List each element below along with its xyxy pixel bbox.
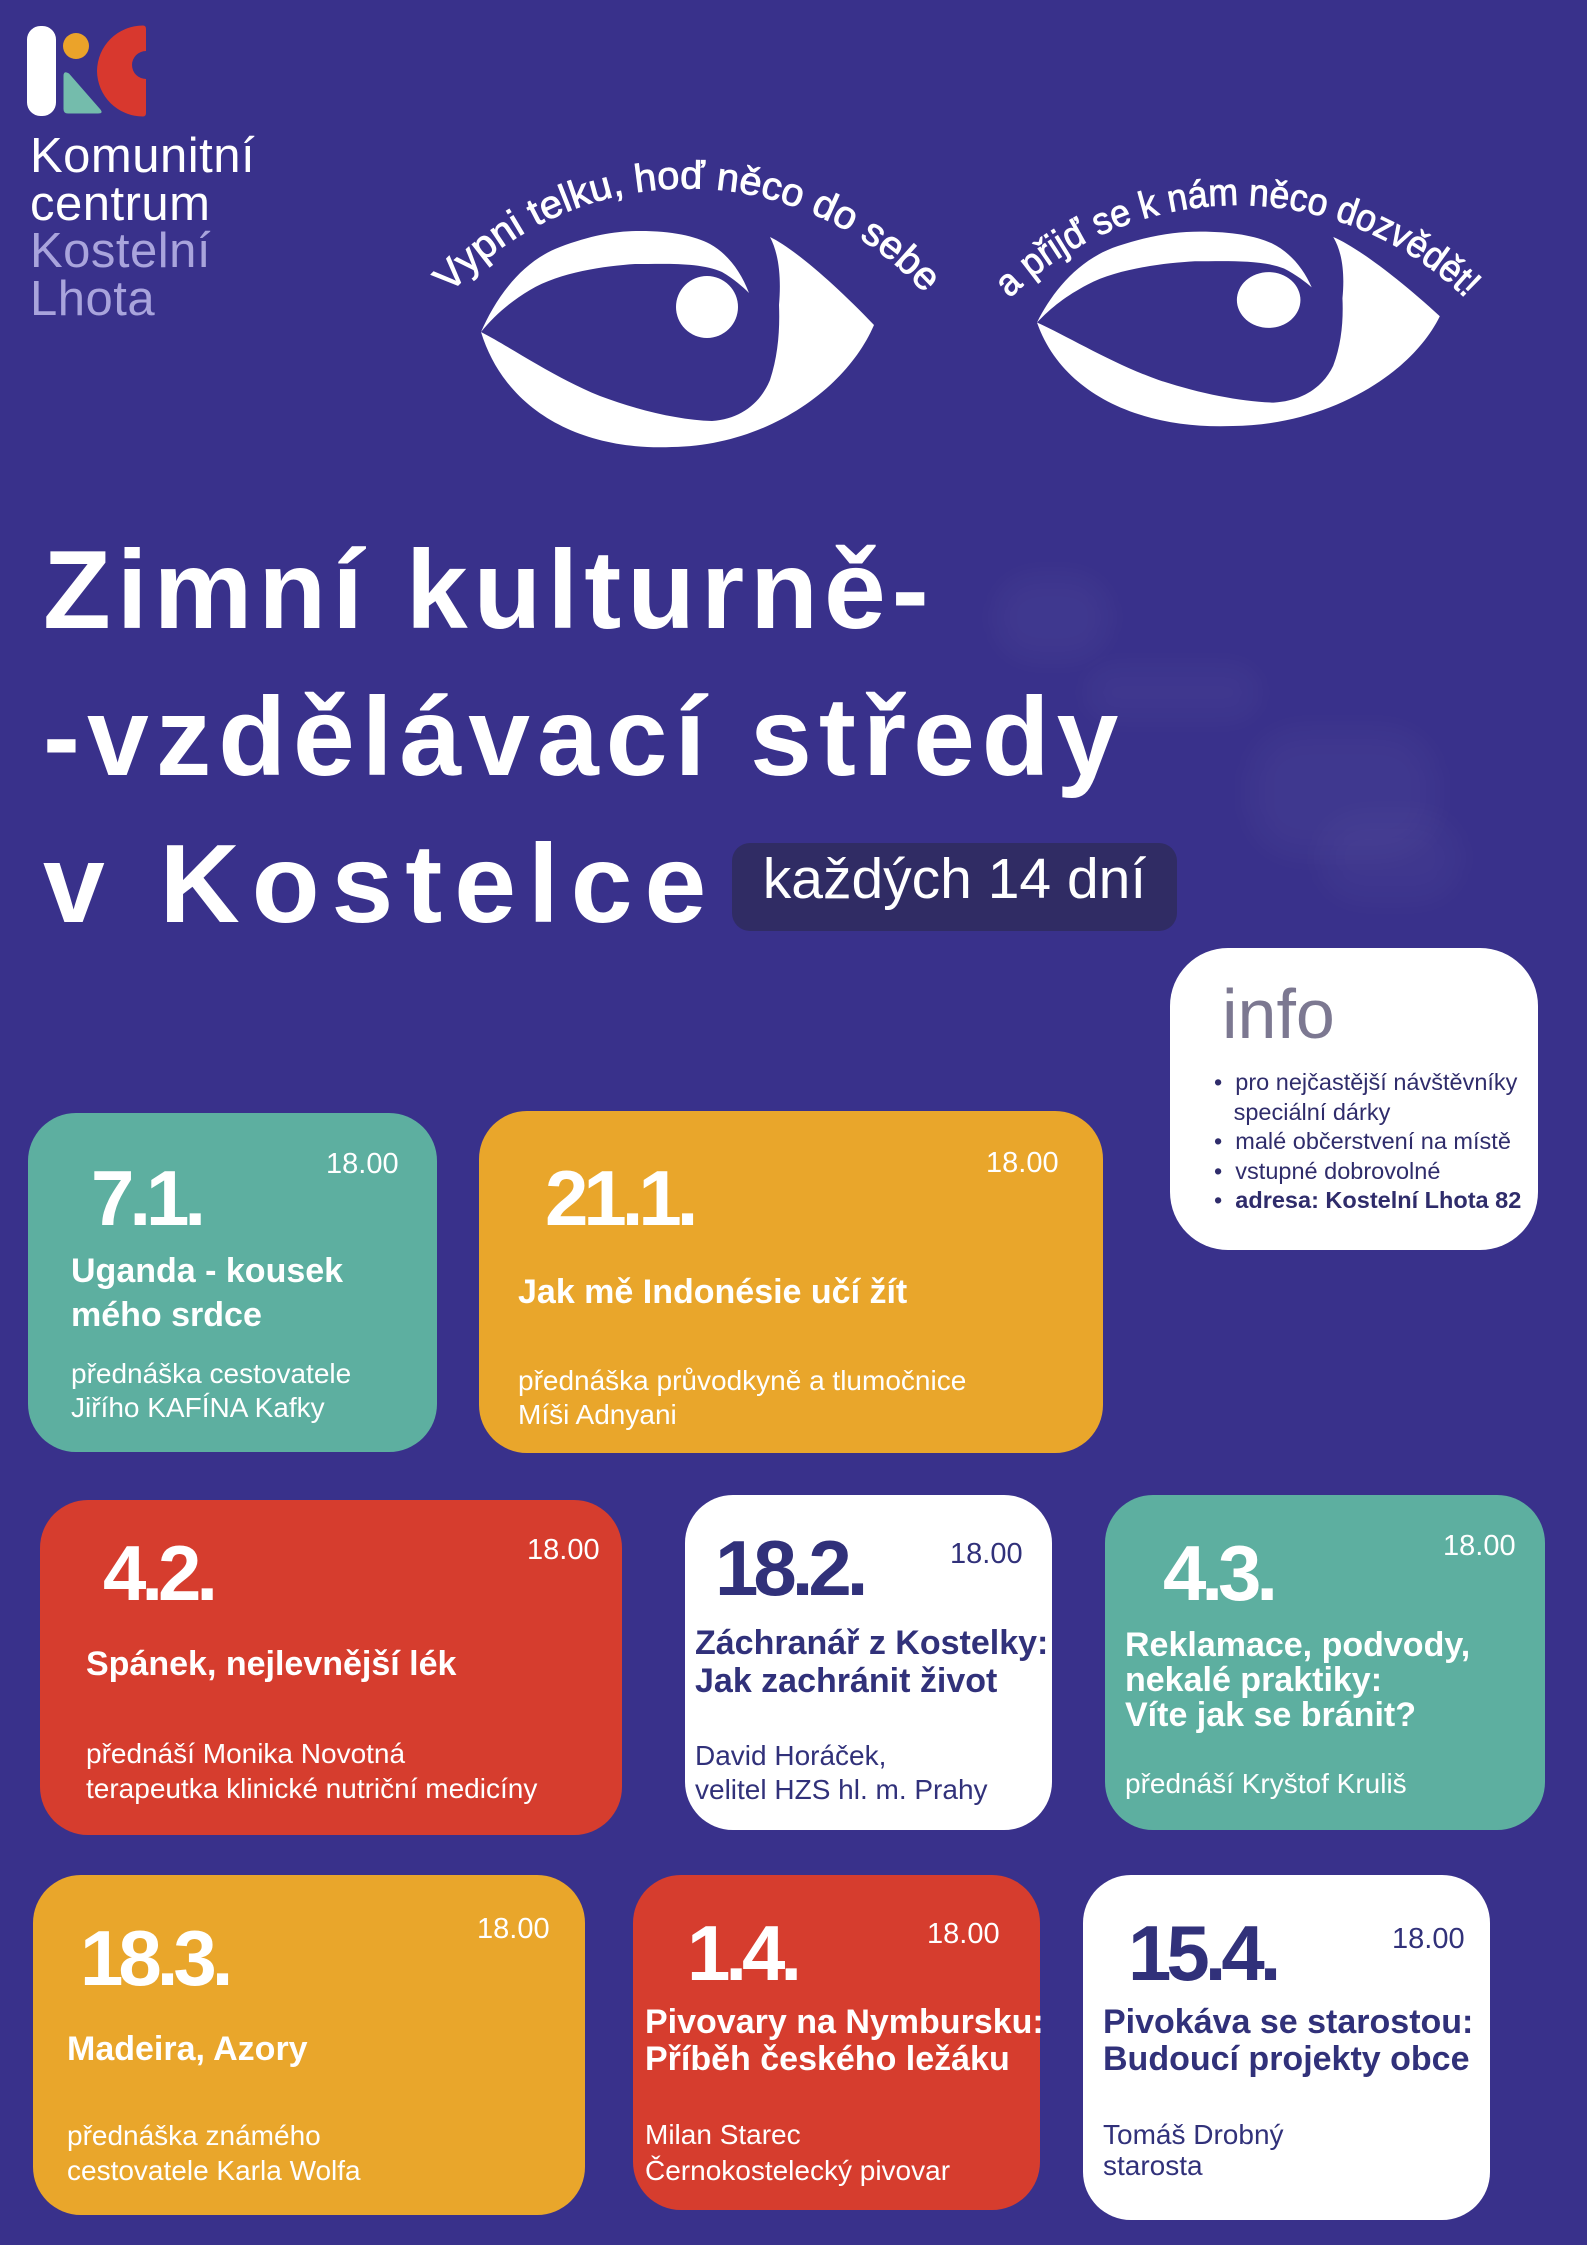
- svg-text:Vypni telku, hoď něco do sebe: Vypni telku, hoď něco do sebe: [426, 154, 950, 300]
